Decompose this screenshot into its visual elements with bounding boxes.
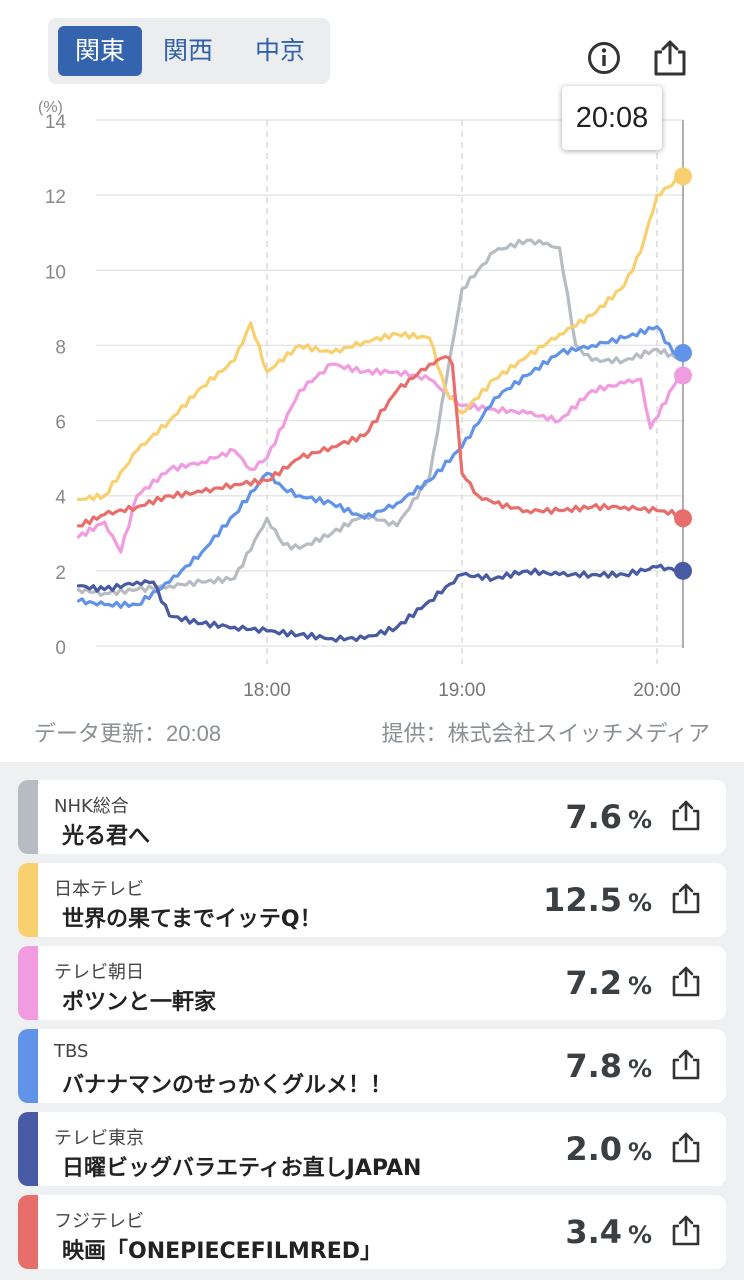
y-tick-label: 10 <box>45 262 66 283</box>
x-tick-label: 18:00 <box>243 680 291 701</box>
program-title: 世界の果てまでイッテQ！ <box>62 907 322 932</box>
update-time: データ更新：20:08 <box>34 721 222 746</box>
share-icon[interactable] <box>648 36 692 80</box>
series-endpoint-dot <box>674 167 692 186</box>
share-icon[interactable] <box>668 798 704 834</box>
channel-color-bar <box>18 1112 38 1186</box>
program-title: ポツンと一軒家 <box>62 990 217 1015</box>
program-card[interactable]: 日本テレビ世界の果てまでイッテQ！ 12.5% <box>18 863 726 937</box>
data-provider: 提供：株式会社スイッチメディア <box>381 721 710 746</box>
program-card[interactable]: テレビ朝日ポツンと一軒家 7.2% <box>18 946 726 1020</box>
program-title: 日曜ビッグバラエティお直しJAPAN <box>62 1156 422 1181</box>
rating-value: 12.5 <box>543 881 622 919</box>
program-title: バナナマンのせっかくグルメ！！ <box>62 1073 393 1098</box>
rating-unit: % <box>627 972 652 1000</box>
series-line <box>76 238 685 597</box>
channel-color-bar <box>18 780 38 854</box>
share-icon[interactable] <box>668 1130 704 1166</box>
rating-value: 7.8 <box>565 1047 622 1085</box>
rating-value: 2.0 <box>565 1130 622 1168</box>
channel-name: フジテレビ <box>54 1211 144 1232</box>
tab-kanto[interactable]: 関東 <box>58 26 142 76</box>
share-icon[interactable] <box>668 881 704 917</box>
program-card[interactable]: フジテレビ映画「ONEPIECEFILMRED」 3.4% <box>18 1195 726 1269</box>
channel-color-bar <box>18 863 38 937</box>
series-line <box>76 325 685 609</box>
x-tick-label: 20:00 <box>633 680 681 701</box>
share-icon[interactable] <box>668 1213 704 1249</box>
series-endpoint-dot <box>674 343 692 362</box>
rating-unit: % <box>627 806 652 834</box>
y-tick-label: 2 <box>55 563 66 584</box>
channel-name: 日本テレビ <box>54 879 144 900</box>
series-line <box>76 362 685 554</box>
channel-color-bar <box>18 1029 38 1103</box>
series-endpoint-dot <box>674 366 692 385</box>
y-tick-label: 12 <box>45 187 66 208</box>
program-list: NHK総合 光る君へ 7.6% 日本テレビ 世界の果てまでイッテQ！ 12.5% テレビ朝日… <box>0 762 744 1280</box>
y-tick-label: 6 <box>55 413 66 434</box>
channel-name: テレビ朝日 <box>54 962 144 983</box>
x-tick-label: 19:00 <box>438 680 486 701</box>
channel-color-bar <box>18 946 38 1020</box>
series-endpoint-dot <box>674 509 692 528</box>
channel-name: NHK総合 <box>54 796 129 817</box>
share-icon[interactable] <box>668 1047 704 1083</box>
rating-value: 3.4 <box>565 1213 622 1251</box>
tab-chukyo[interactable]: 中京 <box>254 36 305 65</box>
series-endpoint-dot <box>674 561 692 580</box>
chart-panel: 関東 関西 中京 0 2 4 6 8 10 12 14 (%) 18:00 19:00 20:00 2… <box>34 18 710 746</box>
rating-unit: % <box>627 1055 652 1083</box>
time-tooltip: 20:08 <box>562 86 662 150</box>
rating-unit: % <box>627 1138 652 1166</box>
series-line <box>76 563 685 643</box>
rating-unit: % <box>627 1221 652 1249</box>
y-tick-label: 4 <box>55 488 66 509</box>
program-card[interactable]: TBS バナナマンのせっかくグルメ！！ 7.8% <box>18 1029 726 1103</box>
series-line <box>76 174 685 502</box>
rating-value: 7.2 <box>565 964 622 1002</box>
rating-value: 7.6 <box>565 798 622 836</box>
share-icon[interactable] <box>668 964 704 1000</box>
y-axis-label: (%) <box>38 99 63 116</box>
tab-kansai[interactable]: 関西 <box>162 36 213 65</box>
channel-name: TBS <box>54 1041 89 1062</box>
program-title: 光る君へ <box>62 824 151 849</box>
channel-name: テレビ東京 <box>54 1128 144 1149</box>
series-line <box>76 355 685 528</box>
program-title: 映画「ONEPIECEFILMRED」 <box>62 1239 383 1264</box>
info-icon[interactable] <box>582 36 626 80</box>
y-tick-label: 0 <box>55 638 66 659</box>
program-card[interactable]: NHK総合光る君へ 7.6% <box>18 780 726 854</box>
rating-chart: 0 2 4 6 8 10 12 14(%) 18:00 19:00 20:00 <box>38 99 692 701</box>
rating-unit: % <box>627 889 652 917</box>
y-tick-label: 14 <box>45 112 67 133</box>
program-card[interactable]: テレビ東京日曜ビッグバラエティお直しJAPAN 2.0% <box>18 1112 726 1186</box>
region-tabs: 関東 関西 中京 <box>48 18 330 84</box>
channel-color-bar <box>18 1195 38 1269</box>
y-tick-label: 8 <box>55 337 66 358</box>
